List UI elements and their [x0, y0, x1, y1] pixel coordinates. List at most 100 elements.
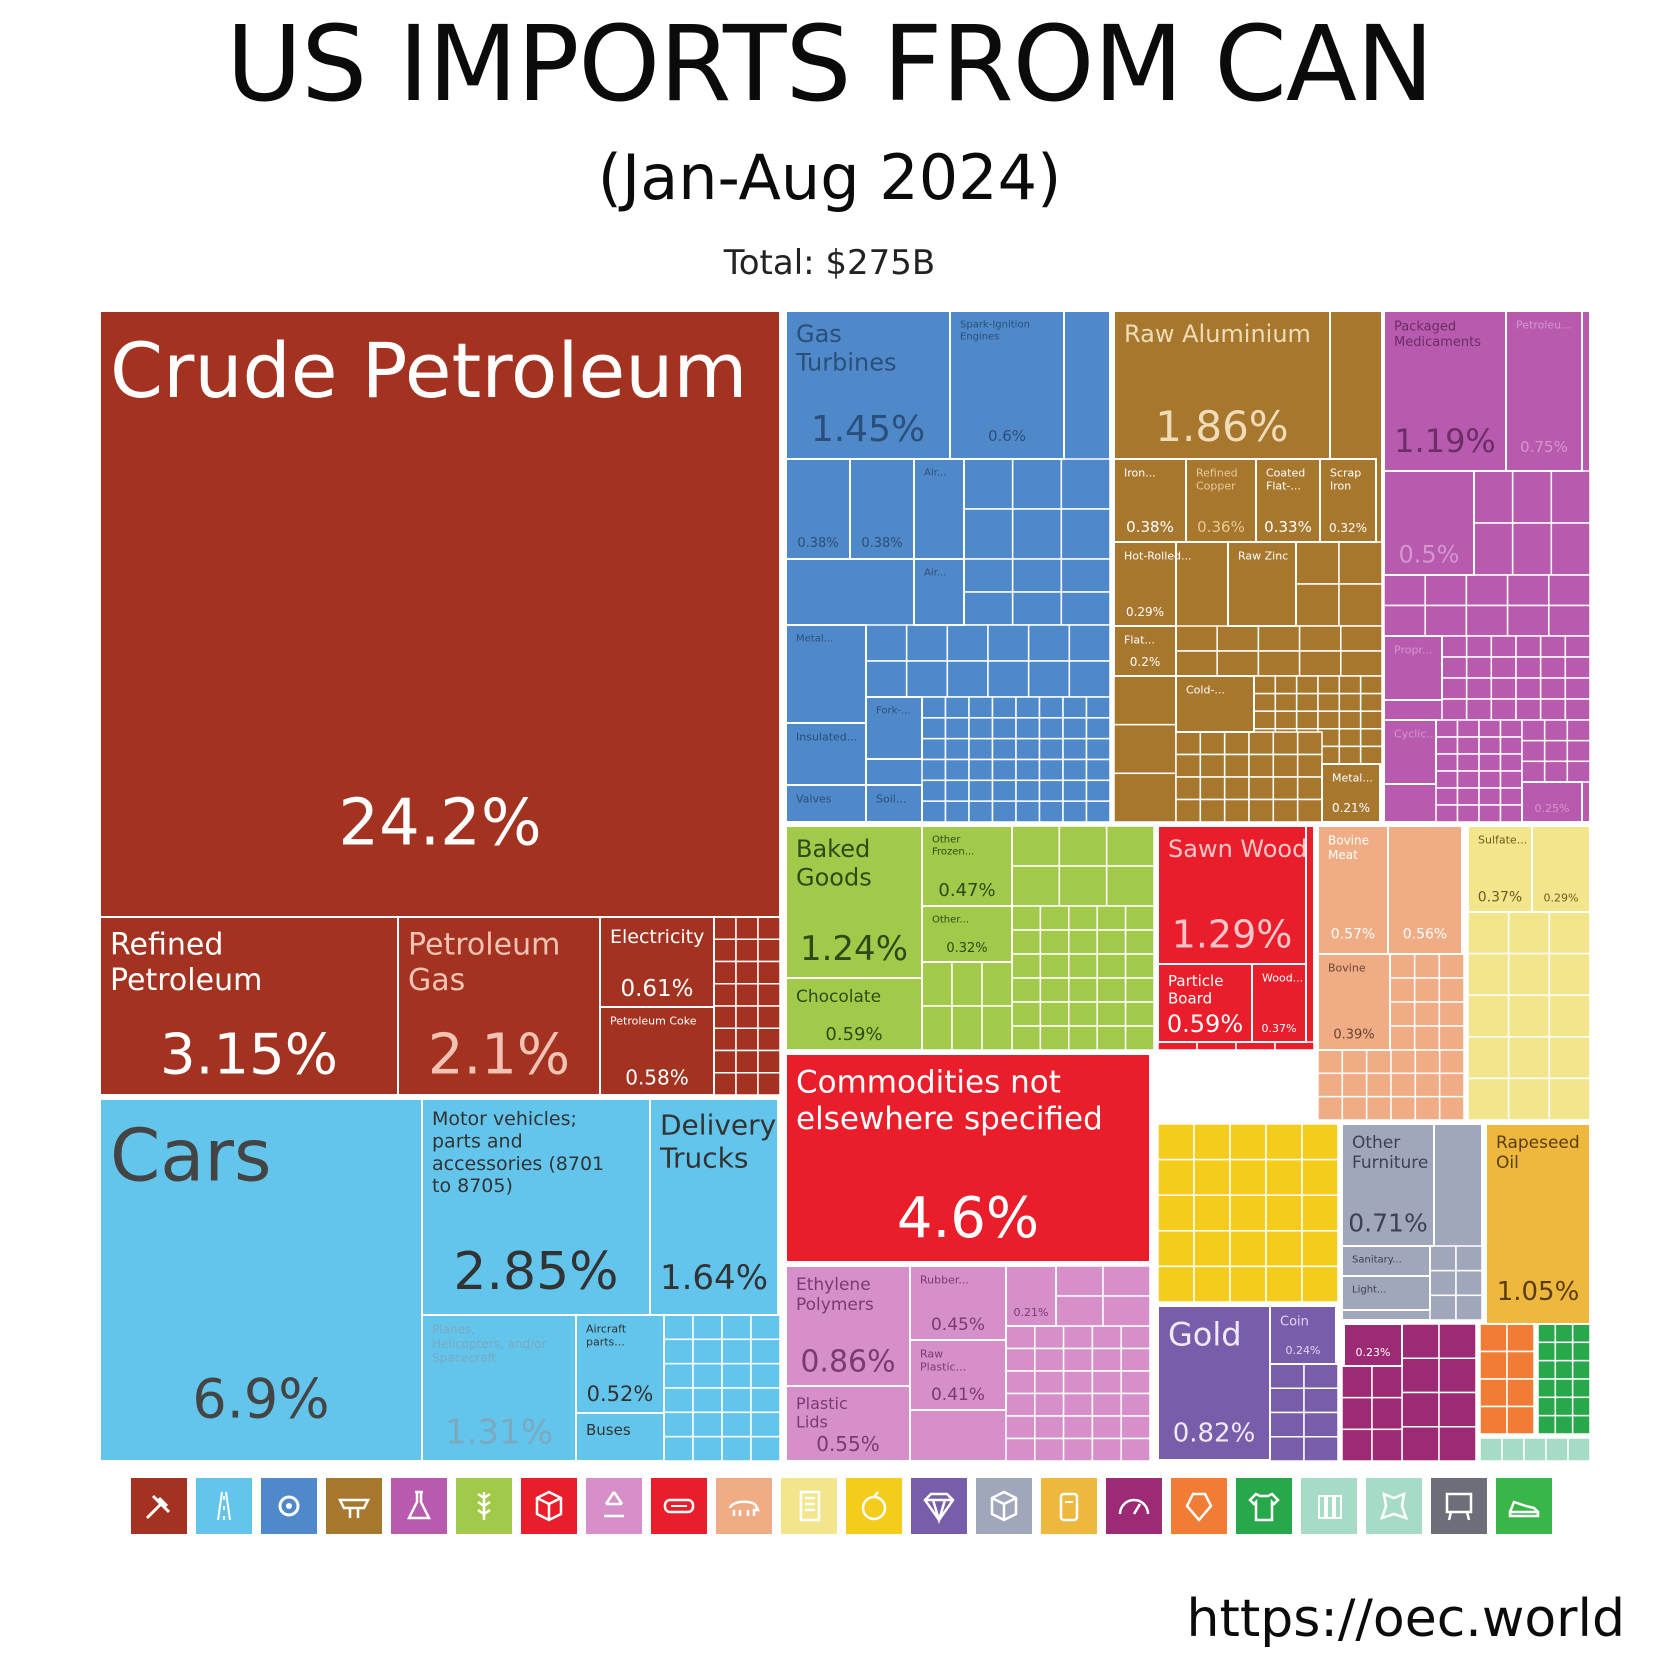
treemap-tile-air[interactable] [913, 558, 965, 626]
treemap-tile-packaged-medicaments[interactable] [1383, 310, 1507, 472]
animal-and-vegetable-bi-products-icon[interactable] [1041, 1478, 1097, 1534]
treemap-tile-iron[interactable] [1113, 458, 1187, 543]
treemap-tile-metal[interactable] [785, 624, 867, 724]
treemap-tile-share-53[interactable] [1005, 1265, 1057, 1327]
treemap-tile-light[interactable] [1341, 1275, 1431, 1311]
treemap-tile-delivery-trucks[interactable] [649, 1098, 779, 1316]
footwear-icon[interactable] [1496, 1478, 1552, 1534]
treemap-tile-crude-petroleum[interactable] [99, 310, 781, 918]
treemap-tile-soil[interactable] [865, 784, 923, 823]
treemap-tile-coin[interactable] [1269, 1305, 1337, 1365]
treemap-tile-valves[interactable] [785, 784, 867, 823]
chart-subtitle: (Jan-Aug 2024) [597, 141, 1062, 214]
treemap-tile-refined-petroleum[interactable] [99, 916, 399, 1096]
treemap-tile-petroleu[interactable] [1505, 310, 1583, 472]
animal-products-icon[interactable] [716, 1478, 772, 1534]
treemap-tile-petroleum-coke[interactable] [599, 1006, 715, 1096]
minor-product-tile [1038, 779, 1064, 802]
weapons-icon[interactable] [1106, 1478, 1162, 1534]
plastics-and-rubbers-icon[interactable] [586, 1478, 642, 1534]
tile-label: Refined Petroleum [110, 928, 262, 998]
minor-product-tile [1521, 760, 1546, 783]
treemap-tile-scrap-iron[interactable] [1319, 458, 1377, 543]
treemap-tile-share-37[interactable] [1521, 781, 1583, 823]
treemap-tile-gas-turbines[interactable] [785, 310, 951, 460]
metals-icon[interactable] [326, 1478, 382, 1534]
stone-and-glass-icon[interactable] [1171, 1478, 1227, 1534]
treemap-tile-plastic-lids[interactable] [785, 1385, 911, 1462]
treemap-tile-share-34[interactable] [1383, 470, 1475, 576]
treemap-tile-ethylene-polymers[interactable] [785, 1265, 911, 1387]
treemap-tile-spark-ignition-engines[interactable] [949, 310, 1065, 460]
minor-product-tile [1571, 1378, 1591, 1399]
treemap-tile-share-47[interactable] [1387, 825, 1463, 955]
treemap-tile-air[interactable] [913, 458, 965, 560]
minor-product-tile [757, 1049, 781, 1074]
treemap-tile-cold[interactable] [1175, 675, 1255, 733]
treemap-tile-rapeseed-oil[interactable] [1485, 1123, 1591, 1325]
minor-product-tile [1253, 675, 1277, 695]
animal-hides-icon[interactable] [1366, 1478, 1422, 1534]
treemap-tile-sulfate[interactable] [1467, 825, 1533, 913]
treemap-tile-share-13[interactable] [785, 458, 851, 560]
minor-product-tile [1062, 737, 1088, 761]
treemap-tile-share-50[interactable] [1531, 825, 1591, 913]
treemap-tile-cars[interactable] [99, 1098, 423, 1462]
treemap-tile-buses[interactable] [575, 1412, 665, 1462]
treemap-tile-cyclic[interactable] [1383, 719, 1437, 785]
vegetable-products-icon[interactable] [846, 1478, 902, 1534]
treemap-tile-gold[interactable] [1157, 1305, 1271, 1461]
transportation-icon[interactable] [196, 1478, 252, 1534]
treemap-tile-bovine[interactable] [1317, 953, 1391, 1051]
treemap-tile-hot-rolled[interactable] [1113, 541, 1177, 627]
treemap-tile-share-62[interactable] [1343, 1323, 1403, 1367]
treemap-tile-raw-zinc[interactable] [1227, 541, 1297, 627]
foodstuffs-icon[interactable] [456, 1478, 512, 1534]
treemap-tile-sanitary[interactable] [1341, 1245, 1431, 1277]
chemical-products-icon[interactable] [391, 1478, 447, 1534]
source-url[interactable]: https://oec.world [1186, 1589, 1626, 1649]
treemap-tile-metal[interactable] [1321, 763, 1381, 823]
paper-goods-icon[interactable] [651, 1478, 707, 1534]
textiles-icon[interactable] [1236, 1478, 1292, 1534]
machines-icon[interactable] [261, 1478, 317, 1534]
treemap-tile-share-14[interactable] [849, 458, 915, 560]
bottles-icon[interactable] [1301, 1478, 1357, 1534]
mineral-products-icon[interactable] [131, 1478, 187, 1534]
treemap-tile-particle-board[interactable] [1157, 963, 1253, 1043]
treemap-tile-bovine-meat[interactable] [1317, 825, 1389, 955]
instruments-icon[interactable] [521, 1478, 577, 1534]
treemap-tile-other-furniture[interactable] [1341, 1123, 1435, 1247]
treemap-tile-propr[interactable] [1383, 635, 1443, 701]
tile-label: Sanitary... [1352, 1255, 1402, 1266]
treemap-tile-fork[interactable] [865, 696, 923, 760]
minor-product-tile [735, 1049, 759, 1074]
treemap-tile-commodities-not-elsewhere-specified[interactable] [785, 1053, 1151, 1263]
treemap-tile-rubber[interactable] [909, 1265, 1007, 1341]
minor-product-tile [1272, 798, 1299, 823]
treemap-tile-aircraft-parts[interactable] [575, 1314, 665, 1414]
treemap-tile-electricity[interactable] [599, 916, 715, 1008]
paper-scroll-icon[interactable] [781, 1478, 837, 1534]
minor-product-tile [1157, 1123, 1195, 1161]
minor-product-tile [1413, 1001, 1441, 1027]
treemap-tile-wood[interactable] [1251, 963, 1307, 1043]
miscellaneous-icon[interactable] [976, 1478, 1032, 1534]
treemap-tile-raw-plastic[interactable] [909, 1339, 1007, 1411]
treemap-tile-other[interactable] [921, 905, 1013, 963]
treemap-tile-insulated[interactable] [785, 722, 867, 786]
treemap-tile-sawn-wood[interactable] [1157, 825, 1307, 965]
treemap-tile-planes-helicopters-and-or-spacecraft[interactable] [421, 1314, 577, 1462]
minor-product-tile [1548, 952, 1591, 996]
treemap-tile-petroleum-gas[interactable] [397, 916, 601, 1096]
precious-metals-icon[interactable] [911, 1478, 967, 1534]
treemap-tile-chocolate[interactable] [785, 977, 923, 1051]
art-and-antiques-icon[interactable] [1431, 1478, 1487, 1534]
minor-product-tile [1272, 753, 1299, 778]
treemap-tile-baked-goods[interactable] [785, 825, 923, 979]
treemap-tile-motor-vehicles-parts-and-accessories-8701-to-8705[interactable] [421, 1098, 651, 1316]
treemap-tile-flat[interactable] [1113, 625, 1177, 677]
tile-share-value: 0.56% [1403, 927, 1447, 943]
treemap-tile-coated-flat[interactable] [1255, 458, 1321, 543]
treemap-tile-refined-copper[interactable] [1185, 458, 1257, 543]
